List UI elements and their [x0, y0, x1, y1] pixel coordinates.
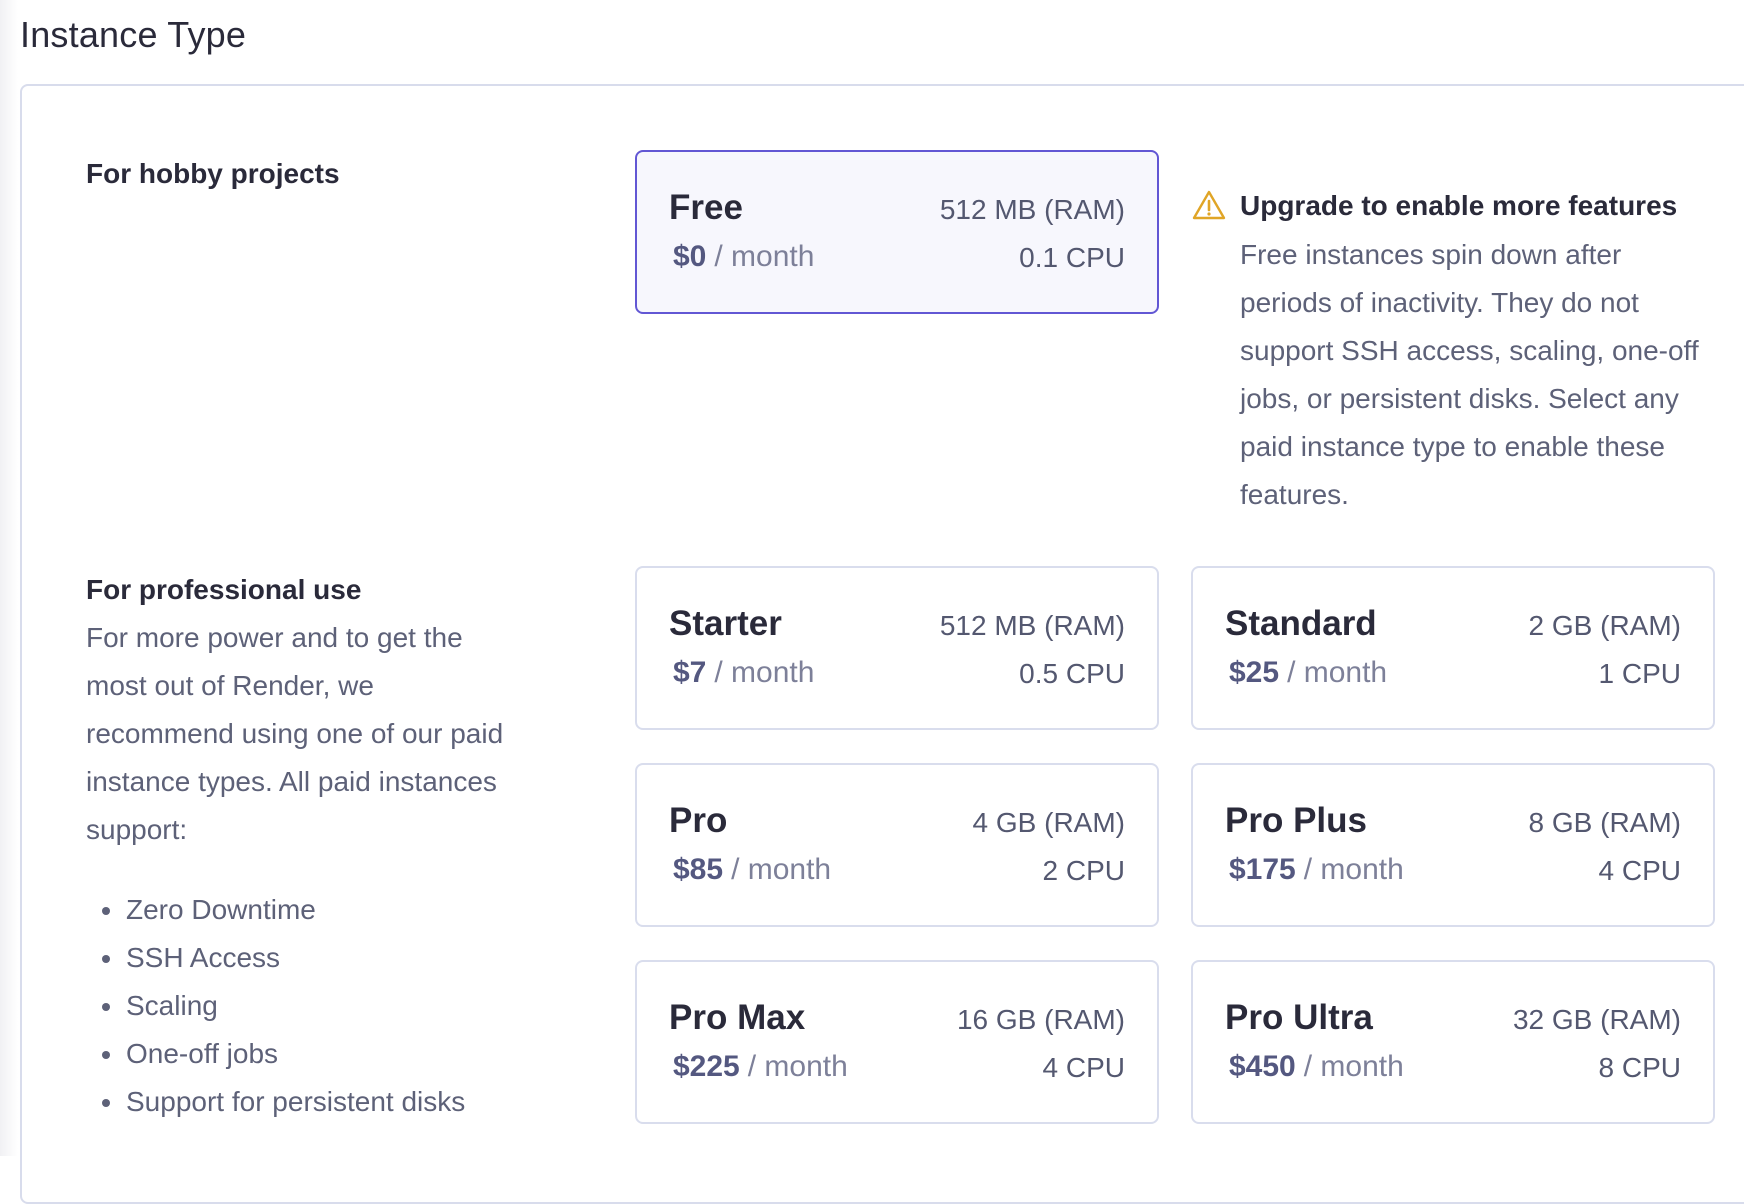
instance-ram: 512 MB (RAM) [939, 194, 1125, 225]
instance-name: Pro Plus [1225, 801, 1367, 840]
instance-price-row: $0/ month [673, 240, 814, 274]
instance-card-pro-max[interactable]: Pro Max $225/ month 16 GB (RAM) 4 CPU [635, 960, 1159, 1124]
instance-cpu: 0.1 CPU [1019, 242, 1125, 273]
instance-ram: 2 GB (RAM) [1528, 610, 1681, 641]
instance-cpu: 4 CPU [1598, 855, 1681, 886]
instance-price: $225 [673, 1050, 740, 1083]
professional-section-heading: For professional use [86, 574, 362, 605]
warning-icon [1192, 190, 1226, 220]
feature-list: Zero Downtime SSH Access Scaling One-off… [86, 886, 465, 1126]
instance-price: $25 [1229, 656, 1280, 689]
instance-ram: 4 GB (RAM) [972, 807, 1125, 838]
upgrade-notice-title: Upgrade to enable more features [1240, 190, 1678, 221]
instance-price: $85 [673, 853, 724, 886]
left-edge-shade [0, 0, 18, 1156]
instance-cpu: 2 CPU [1042, 855, 1125, 886]
instance-name: Free [669, 188, 743, 227]
instance-cpu: 4 CPU [1042, 1052, 1125, 1083]
instance-price-row: $175/ month [1229, 853, 1404, 887]
instance-cpu: 8 CPU [1598, 1052, 1681, 1083]
feature-item: Zero Downtime [86, 886, 465, 934]
feature-item: SSH Access [86, 934, 465, 982]
instance-card-starter[interactable]: Starter $7/ month 512 MB (RAM) 0.5 CPU [635, 566, 1159, 730]
page-title: Instance Type [20, 14, 247, 55]
instance-price: $175 [1229, 853, 1296, 886]
instance-ram: 16 GB (RAM) [956, 1004, 1125, 1035]
instance-ram: 512 MB (RAM) [939, 610, 1125, 641]
instance-price-period: / month [714, 240, 815, 273]
bullet-icon [102, 1051, 110, 1059]
feature-item: Support for persistent disks [86, 1078, 465, 1126]
feature-item: Scaling [86, 982, 465, 1030]
instance-price: $7 [673, 656, 707, 689]
instance-price-row: $225/ month [673, 1050, 848, 1084]
instance-card-standard[interactable]: Standard $25/ month 2 GB (RAM) 1 CPU [1191, 566, 1715, 730]
bullet-icon [102, 955, 110, 963]
instance-name: Pro [669, 801, 728, 840]
instance-card-pro-ultra[interactable]: Pro Ultra $450/ month 32 GB (RAM) 8 CPU [1191, 960, 1715, 1124]
instance-name: Pro Max [669, 998, 806, 1037]
instance-name: Standard [1225, 604, 1377, 643]
instance-price-row: $450/ month [1229, 1050, 1404, 1084]
professional-description: For more power and to get the most out o… [86, 622, 504, 845]
instance-price: $450 [1229, 1050, 1296, 1083]
instance-cpu: 1 CPU [1598, 658, 1681, 689]
instance-price: $0 [673, 240, 707, 273]
instance-price-row: $25/ month [1229, 656, 1387, 690]
instance-price-period: / month [1303, 853, 1404, 886]
instance-cpu: 0.5 CPU [1019, 658, 1125, 689]
instance-price-row: $7/ month [673, 656, 814, 690]
feature-item: One-off jobs [86, 1030, 465, 1078]
instance-price-period: / month [731, 853, 832, 886]
instance-price-period: / month [1287, 656, 1388, 689]
instance-ram: 8 GB (RAM) [1528, 807, 1681, 838]
instance-name: Pro Ultra [1225, 998, 1373, 1037]
upgrade-notice-text: Free instances spin down after periods o… [1240, 239, 1699, 510]
instance-ram: 32 GB (RAM) [1512, 1004, 1681, 1035]
instance-card-pro-plus[interactable]: Pro Plus $175/ month 8 GB (RAM) 4 CPU [1191, 763, 1715, 927]
bullet-icon [102, 907, 110, 915]
instance-card-pro[interactable]: Pro $85/ month 4 GB (RAM) 2 CPU [635, 763, 1159, 927]
instance-name: Starter [669, 604, 782, 643]
instance-price-period: / month [1303, 1050, 1404, 1083]
instance-card-free[interactable]: Free $0/ month 512 MB (RAM) 0.1 CPU [635, 150, 1159, 314]
instance-price-period: / month [714, 656, 815, 689]
hobby-section-heading: For hobby projects [86, 158, 340, 189]
bullet-icon [102, 1099, 110, 1107]
instance-price-period: / month [747, 1050, 848, 1083]
instance-price-row: $85/ month [673, 853, 831, 887]
bullet-icon [102, 1003, 110, 1011]
